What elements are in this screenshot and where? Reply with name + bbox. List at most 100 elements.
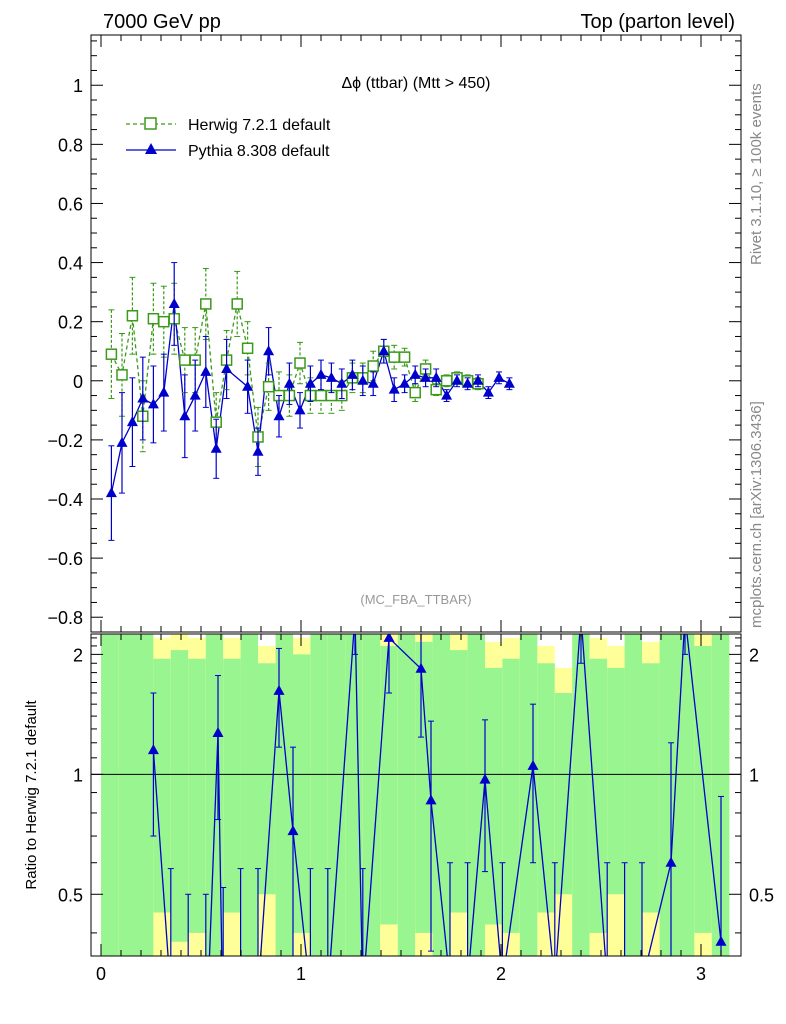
ratio-band-inner [450,650,468,913]
ratio-pythia-point [479,773,491,784]
pythia-point [399,377,411,388]
ratio-pythia-point [415,662,427,673]
rivet-label: Rivet 3.1.10, ≥ 100k events [748,83,765,265]
ratio-pythia-point [383,634,395,642]
ratio-band-inner [101,634,119,956]
ratio-band-inner [153,658,171,913]
pythia-point [336,377,348,388]
main-y-tick-label: −0.2 [47,431,83,451]
herwig-point [200,298,212,310]
pythia-point [315,368,327,379]
header-right-label: Top (parton level) [580,11,735,33]
ratio-y-tick-label: 0.5 [58,885,83,905]
herwig-point [179,354,191,366]
pythia-point [304,377,316,388]
ratio-y-tick-label-right: 0.5 [749,885,774,905]
herwig-point [231,298,243,310]
ratio-pythia-point [462,977,473,987]
herwig-point [241,342,254,355]
pythia-point [158,386,170,397]
legend-entry-herwig: Herwig 7.2.1 default [126,117,331,134]
ratio-pythia-point [715,935,727,946]
ratio-band-inner [240,634,258,956]
ratio-pythia-point [212,726,224,737]
pythia-point [367,377,379,388]
ratio-band-inner [607,667,625,895]
herwig-point [116,369,128,381]
main-y-tick-label: 0.8 [58,135,83,155]
main-plot-panel: 1 0.8 0.6 0.4 0.2 0 −0.2 −0.4 −0.6 −0.8 Δϕ (ttbar… [47,34,742,633]
legend-pythia-label: Pythia 8.308 default [188,143,330,160]
ratio-x-tick-label: 2 [496,964,506,984]
ratio-y-tick-label: 2 [73,645,83,665]
ratio-pythia-point [527,759,539,770]
header-left-label: 7000 GeV pp [103,11,221,33]
legend-entry-pythia: Pythia 8.308 default [126,143,330,160]
ratio-band-inner [711,634,730,956]
main-y-tick-label: 0.4 [58,254,83,274]
pythia-point [357,374,369,385]
ratio-band-inner [624,634,642,956]
ratio-x-tick-label: 3 [696,964,706,984]
herwig-point [388,351,400,363]
pythia-point [503,377,515,388]
pythia-point [273,410,285,421]
main-y-tick-label: 0.6 [58,194,83,214]
ratio-band-inner [345,634,363,956]
pythia-point [462,377,474,388]
ratio-plot-panel: 2 2 1 1 0.5 0.5 0 1 2 3 Ratio to Herwig 7.2.1 def… [23,610,774,999]
main-y-tick-label: 0 [73,372,83,392]
herwig-point [126,310,139,322]
pythia-point [430,371,442,382]
ratio-band-inner [327,634,346,956]
ratio-band-inner [310,634,328,956]
ratio-band-inner [502,658,520,933]
pythia-point [221,362,233,373]
ratio-pythia-point [287,825,299,836]
herwig-point [147,312,160,325]
pythia-point [179,410,191,421]
ratio-pythia-point [357,989,368,999]
pythia-point [325,371,337,382]
ratio-band-inner [258,663,276,895]
ratio-pythia-point [619,977,630,987]
pythia-point [388,383,400,394]
ratio-x-tick-label: 0 [96,964,106,984]
pythia-point [137,392,149,403]
herwig-point [440,375,453,387]
ratio-band-inner [136,634,154,956]
ratio-plot-frame [90,633,742,957]
ratio-pythia-point [322,989,333,999]
ratio-band-inner [380,645,398,925]
pythia-point [294,404,306,415]
herwig-point [315,389,327,402]
pythia-point [409,368,421,379]
ratio-pythia-point [665,856,677,867]
ratio-y-tick-label: 1 [73,765,83,785]
main-plot-frame [90,34,742,633]
pythia-point [168,297,180,308]
herwig-point [105,348,118,360]
ratio-y-tick-label-right: 2 [749,645,759,665]
pythia-point [189,389,201,400]
ratio-band-inner [415,641,433,933]
ratio-y-label: Ratio to Herwig 7.2.1 default [23,700,40,890]
mcplots-label: mcplots.cern.ch [arXiv:1306.3436] [748,401,765,628]
pythia-point [420,371,432,382]
pythia-point [242,380,254,391]
ratio-band-inner [554,692,573,895]
herwig-point [158,315,170,328]
ratio-band-inner [293,654,311,933]
main-y-tick-label: −0.8 [47,608,83,628]
ratio-pythia-point [235,989,246,999]
ratio-band-inner [188,658,206,933]
pythia-point [482,386,494,397]
ratio-pythia-point [305,989,316,999]
chart-title: Δϕ (ttbar) (Mtt > 450) [341,75,490,92]
main-y-tick-label: −0.4 [47,490,83,510]
pythia-point [472,374,484,385]
ratio-pythia-point [350,610,361,620]
ratio-band-inner [467,634,485,956]
ratio-pythia-point [637,977,648,987]
pythia-point [116,436,128,447]
